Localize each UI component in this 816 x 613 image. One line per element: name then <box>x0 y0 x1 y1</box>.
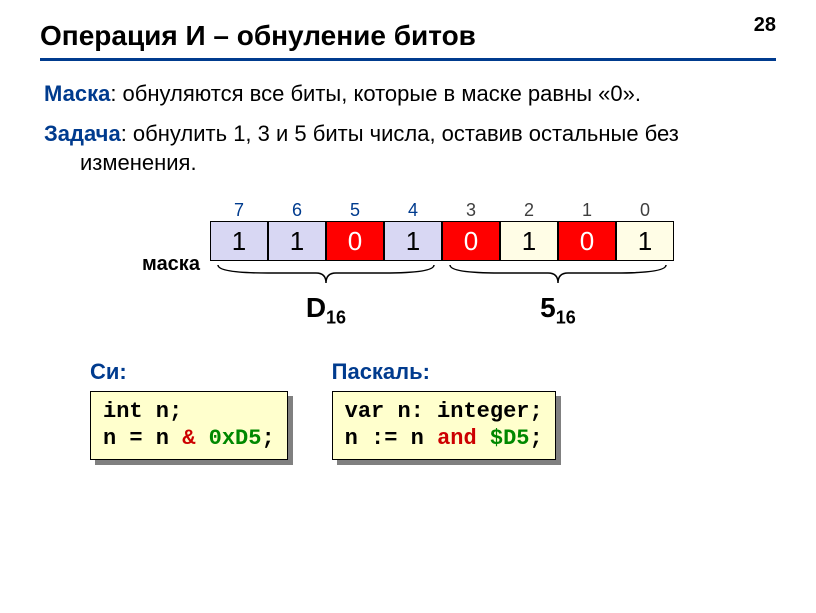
hex-low-sub: 16 <box>556 308 576 328</box>
p-l2-end: ; <box>529 426 542 451</box>
bit-cell: 1 <box>384 221 442 261</box>
c-code-box: int n; n = n & 0xD5; <box>90 391 288 460</box>
mask-keyword: Маска <box>44 81 110 106</box>
task-text: : обнулить 1, 3 и 5 биты числа, оставив … <box>80 121 679 176</box>
brace-right-icon <box>442 263 674 287</box>
code-section: Си: int n; n = n & 0xD5; Паскаль: var n:… <box>40 359 776 460</box>
page-number: 28 <box>754 14 776 37</box>
bit-cell: 0 <box>558 221 616 261</box>
bit-index: 6 <box>268 200 326 221</box>
c-line1: int n; <box>103 399 182 424</box>
hex-label-row: D16 516 <box>210 292 674 329</box>
page-title: Операция И – обнуление битов <box>40 20 776 52</box>
p-hex-val: $D5 <box>490 426 530 451</box>
task-keyword: Задача <box>44 121 121 146</box>
mask-row-label: маска <box>142 253 200 276</box>
pascal-code-box: var n: integer; n := n and $D5; <box>332 391 556 460</box>
bit-diagram: маска 76543210 11010101 D16 516 <box>40 200 776 329</box>
bit-cell: 0 <box>326 221 384 261</box>
bit-index: 3 <box>442 200 500 221</box>
c-hex-val: 0xD5 <box>209 426 262 451</box>
p-line1: var n: integer; <box>345 399 543 424</box>
mask-text: : обнуляются все биты, которые в маске р… <box>110 81 641 106</box>
mask-paragraph: Маска: обнуляются все биты, которые в ма… <box>40 79 776 109</box>
pascal-heading: Паскаль: <box>332 359 556 385</box>
p-l2-b <box>477 426 490 451</box>
bit-value-row: 11010101 <box>210 221 674 261</box>
hex-low-base: 5 <box>540 292 556 323</box>
c-l2-end: ; <box>261 426 274 451</box>
bit-cell: 1 <box>616 221 674 261</box>
c-l2-b <box>195 426 208 451</box>
bit-index: 7 <box>210 200 268 221</box>
c-l2-a: n = n <box>103 426 182 451</box>
bit-index: 2 <box>500 200 558 221</box>
pascal-column: Паскаль: var n: integer; n := n and $D5; <box>332 359 556 460</box>
hex-high-sub: 16 <box>326 308 346 328</box>
bit-cell: 1 <box>268 221 326 261</box>
hex-low-label: 516 <box>442 292 674 329</box>
bit-index: 0 <box>616 200 674 221</box>
p-and-op: and <box>437 426 477 451</box>
task-paragraph: Задача: обнулить 1, 3 и 5 биты числа, ос… <box>40 119 776 178</box>
bit-cell: 1 <box>500 221 558 261</box>
hex-high-label: D16 <box>210 292 442 329</box>
brace-row <box>210 263 674 292</box>
brace-left-icon <box>210 263 442 287</box>
c-heading: Си: <box>90 359 288 385</box>
bit-cell: 0 <box>442 221 500 261</box>
bit-index-row: 76543210 <box>210 200 674 221</box>
bit-index: 1 <box>558 200 616 221</box>
bit-index: 5 <box>326 200 384 221</box>
bit-index: 4 <box>384 200 442 221</box>
p-l2-a: n := n <box>345 426 437 451</box>
c-column: Си: int n; n = n & 0xD5; <box>90 359 288 460</box>
bit-cell: 1 <box>210 221 268 261</box>
hex-high-base: D <box>306 292 326 323</box>
title-underline <box>40 58 776 61</box>
c-and-op: & <box>182 426 195 451</box>
